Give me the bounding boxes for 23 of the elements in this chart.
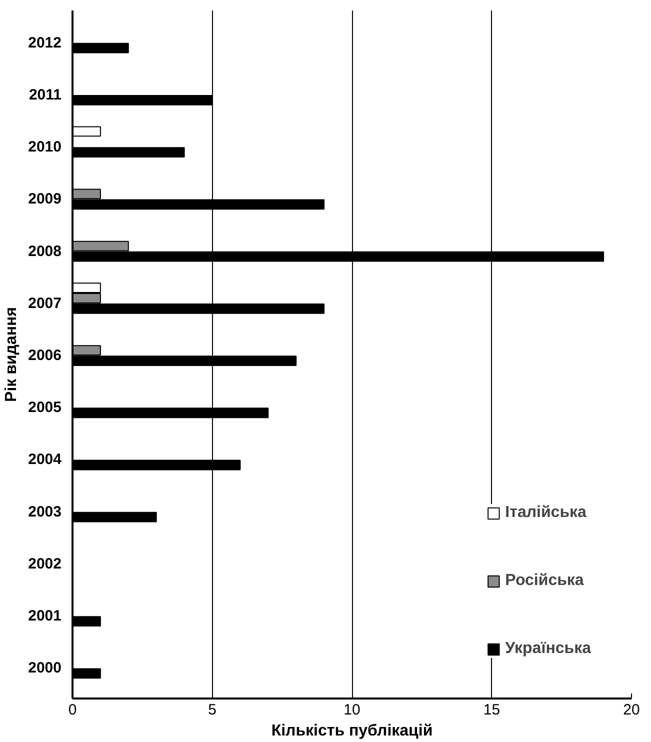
y-tick-label: 2009 <box>28 190 62 208</box>
y-tick-label: 2003 <box>28 503 62 520</box>
legend-label: Українська <box>505 640 591 658</box>
y-axis-title: Рік видання <box>3 307 20 402</box>
y-tick-label: 2002 <box>28 555 62 572</box>
legend-label: Російська <box>505 572 584 590</box>
y-tick-label: 2008 <box>28 242 62 260</box>
y-tick-label: 2012 <box>28 34 62 52</box>
y-tick-label: 2004 <box>28 451 62 468</box>
x-tick-label: 0 <box>68 702 77 718</box>
y-tick-label: 2007 <box>28 294 62 312</box>
x-axis-title: Кількість публікацій <box>271 722 433 740</box>
y-tick-label: 2011 <box>28 86 62 104</box>
y-tick-label: 2010 <box>28 138 62 156</box>
x-tick-label: 20 <box>623 702 640 718</box>
y-tick-label: 2005 <box>28 399 62 416</box>
legend-label: Італійська <box>505 504 586 522</box>
x-tick-label: 10 <box>344 702 360 718</box>
y-tick-label: 2000 <box>28 660 62 677</box>
y-tick-label: 2006 <box>28 347 62 364</box>
x-tick-label: 15 <box>483 702 500 718</box>
x-tick-label: 5 <box>208 702 216 718</box>
y-tick-label: 2001 <box>28 608 62 625</box>
